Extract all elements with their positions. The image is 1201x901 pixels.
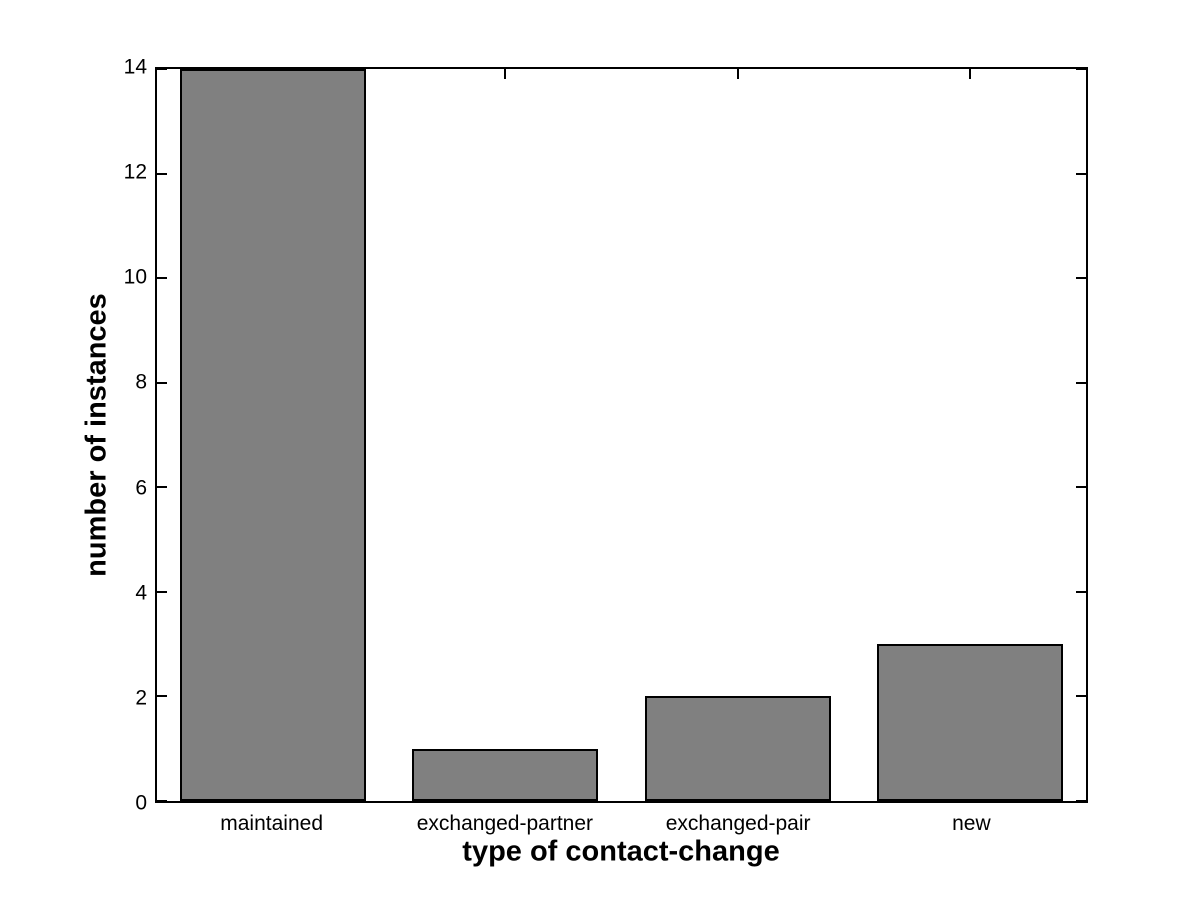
y-tick-label-4: 4 (135, 581, 147, 605)
bar-exchanged-pair (644, 696, 831, 801)
y-tick-mark-10-y-left (157, 277, 167, 280)
y-tick-label-6: 6 (135, 476, 147, 500)
y-tick-label-14: 14 (123, 55, 147, 79)
x-tick-label-new: new (952, 812, 991, 835)
y-tick-label-10: 10 (123, 265, 147, 289)
bar-exchanged-partner (412, 748, 599, 801)
y-axis-label: number of instances (80, 293, 113, 577)
bar-maintained (180, 69, 367, 801)
y-tick-mark-10-y-right (1076, 277, 1086, 280)
y-tick-mark-4-y-left (157, 590, 167, 593)
x-tick-label-exchanged-partner: exchanged-partner (416, 812, 594, 835)
y-tick-label-12: 12 (123, 160, 147, 184)
y-tick-mark-14-y-right (1076, 68, 1086, 70)
x-tick-label-exchanged-pair: exchanged-pair (665, 812, 811, 835)
x-tick-mark-new-x-top (968, 69, 971, 79)
y-tick-mark-12-y-right (1076, 172, 1086, 175)
y-tick-mark-6-y-left (157, 486, 167, 489)
y-tick-mark-0-y-right (1076, 800, 1086, 802)
y-tick-label-8: 8 (135, 370, 147, 394)
x-tick-mark-exchanged-partner-x-top (504, 69, 507, 79)
bar-new (876, 644, 1063, 801)
y-tick-mark-12-y-left (157, 172, 167, 175)
y-tick-mark-14-y-left (157, 68, 167, 70)
y-tick-mark-4-y-right (1076, 590, 1086, 593)
plot-area (155, 67, 1088, 803)
y-tick-mark-8-y-right (1076, 381, 1086, 384)
y-tick-label-2: 2 (135, 686, 147, 710)
y-tick-mark-2-y-left (157, 695, 167, 698)
y-tick-label-0: 0 (135, 791, 147, 815)
x-tick-mark-exchanged-pair-x-top (736, 69, 739, 79)
x-tick-label-maintained: maintained (220, 812, 323, 835)
y-tick-mark-8-y-left (157, 381, 167, 384)
y-tick-mark-2-y-right (1076, 695, 1086, 698)
y-tick-mark-0-y-left (157, 800, 167, 802)
y-tick-mark-6-y-right (1076, 486, 1086, 489)
x-axis-label: type of contact-change (462, 835, 780, 868)
